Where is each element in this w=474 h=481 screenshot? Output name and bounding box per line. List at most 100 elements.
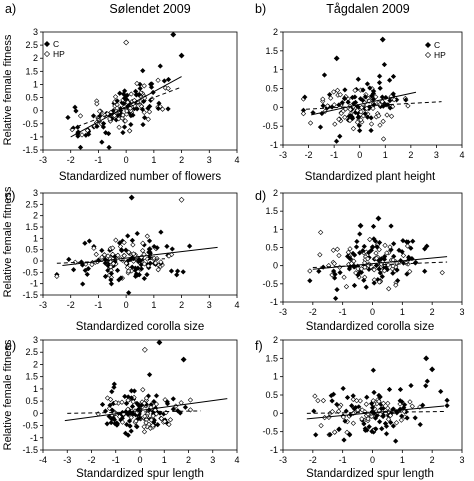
data-point-c (146, 249, 152, 255)
data-point-c (168, 268, 175, 274)
data-point-c (336, 102, 342, 108)
data-point-hp (99, 254, 105, 260)
data-point-hp (105, 253, 111, 259)
x-tick-label: -1 (339, 455, 347, 465)
data-point-hp (146, 109, 153, 115)
data-point-hp (119, 399, 125, 405)
y-tick-label: 0.5 (25, 93, 38, 103)
trend-line-c (70, 76, 182, 138)
data-point-hp (120, 112, 126, 118)
data-point-hp (110, 261, 117, 267)
data-point-c (363, 284, 369, 290)
y-tick-label: -0.5 (262, 121, 278, 131)
data-point-c (125, 290, 132, 296)
x-tick-label: 3 (207, 155, 212, 165)
data-point-c (169, 246, 175, 252)
data-point-outlier (128, 194, 135, 201)
data-point-c (141, 114, 148, 121)
panel-title: Sølendet 2009 (109, 2, 190, 16)
data-point-c (174, 272, 180, 278)
data-point-c (386, 386, 393, 393)
data-point-c (410, 238, 416, 244)
data-point-hp (121, 239, 127, 246)
data-point-c (302, 94, 308, 100)
data-point-c (342, 418, 348, 424)
data-point-hp (110, 245, 116, 251)
y-tick-label: 0.5 (25, 396, 38, 406)
x-tick-label: 2 (430, 455, 435, 465)
x-tick-label: 1 (151, 155, 156, 165)
data-point-hp (359, 407, 365, 413)
chart-panel-6: -3 -2 -1 0 1 2 3 -1 -0.5 0 0.5 1 1.5 2 f) Standardized … (255, 335, 465, 480)
data-point-c (358, 269, 365, 276)
data-point-c (361, 421, 367, 427)
data-point-c (80, 281, 86, 287)
data-point-hp (166, 421, 172, 428)
data-point-hp (347, 106, 353, 113)
x-tick-label: -2 (67, 155, 75, 165)
data-point-c (108, 270, 115, 277)
data-point-c (357, 250, 363, 256)
data-point-c (108, 277, 114, 283)
data-point-c (107, 402, 113, 408)
data-point-hp (91, 245, 97, 251)
data-point-c (180, 269, 186, 275)
data-point-c (367, 85, 373, 91)
y-tick-label: 2.5 (25, 40, 38, 50)
data-point-c (366, 104, 373, 111)
y-tick-label: -0.5 (22, 119, 38, 129)
y-tick-label: 2 (33, 211, 38, 221)
data-point-hp (376, 246, 382, 253)
data-point-hp (334, 246, 341, 252)
data-point-c (122, 393, 128, 400)
data-point-c (376, 419, 383, 425)
data-point-c (146, 238, 153, 244)
data-point-hp (385, 416, 392, 422)
legend: CHP (424, 40, 446, 60)
data-point-c (336, 426, 342, 433)
trend-line-c (311, 91, 417, 116)
x-tick-label: -2 (67, 300, 75, 310)
data-point-hp (159, 106, 166, 112)
data-point-c (348, 112, 354, 119)
data-point-hp (122, 118, 128, 124)
data-point-c (362, 111, 368, 117)
data-point-hp (113, 237, 119, 243)
y-tick-label: 2 (273, 27, 278, 37)
data-point-hp (409, 403, 415, 409)
data-point-c (370, 367, 377, 373)
data-point-hp (354, 119, 361, 125)
data-point-c (379, 426, 385, 432)
data-point-c (156, 100, 162, 106)
data-point-hp (376, 279, 382, 285)
trend-line-hp (67, 410, 201, 414)
y-tick-label: 0.5 (265, 390, 278, 400)
data-point-c (84, 271, 90, 278)
data-point-hp (123, 260, 129, 266)
data-point-hp (400, 252, 407, 259)
data-point-c (121, 124, 128, 130)
data-point-c (75, 131, 81, 137)
data-point-c (102, 408, 109, 414)
y-tick-label: -1 (30, 279, 38, 289)
data-point-hp (107, 116, 113, 122)
data-point-hp (127, 128, 133, 134)
data-point-hp (126, 249, 132, 255)
y-tick-label: -1.5 (22, 145, 38, 155)
data-point-c (376, 79, 383, 86)
data-point-hp (351, 258, 357, 264)
data-point-c (134, 272, 141, 278)
x-tick-label: -2 (309, 455, 317, 465)
data-point-c (364, 394, 370, 400)
x-tick-label: 4 (459, 150, 464, 160)
x-tick-label: -1 (94, 300, 102, 310)
data-point-c (396, 247, 402, 253)
data-point-c (82, 240, 88, 246)
data-point-c (134, 400, 140, 407)
data-point-hp (113, 108, 120, 114)
data-point-hp (165, 85, 171, 92)
x-axis-label: Standardized corolla size (306, 321, 435, 333)
y-tick-label: 2 (273, 188, 278, 198)
data-point-c (141, 275, 148, 282)
data-point-hp (124, 264, 131, 271)
